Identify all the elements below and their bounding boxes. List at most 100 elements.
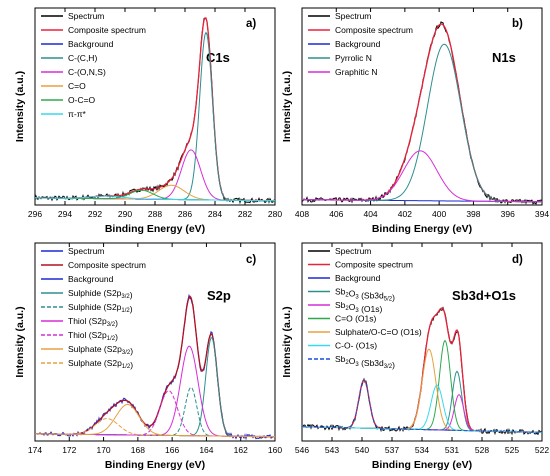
x-tick-label: 294 (58, 209, 72, 219)
legend-label-part: 3 (355, 295, 359, 301)
legend-label-part: 2 (345, 306, 349, 312)
x-tick-label: 170 (96, 445, 110, 455)
legend-label-part: ) (392, 293, 395, 303)
legend-label: Sb2O3 (Sb3d5/2) (335, 287, 395, 303)
legend-label: Pyrrolic N (335, 53, 372, 63)
legend-label: Background (335, 273, 381, 283)
legend-label-part: Pyrrolic N (335, 53, 372, 63)
x-tick-label: 543 (325, 445, 339, 455)
legend-label: Spectrum (335, 246, 371, 256)
legend-label-part: ) (115, 318, 118, 328)
legend-label-part: Spectrum (68, 246, 104, 256)
legend-label: Sb2O3 (O1s) (335, 300, 382, 314)
legend-label-part: Background (68, 39, 114, 49)
legend-label-part: Sulphate (S2p (68, 358, 122, 368)
panel-title: N1s (492, 50, 516, 65)
legend-label-part: ) (130, 290, 133, 300)
legend-label: Spectrum (335, 11, 371, 21)
panel-s2p: 174 172 170 168 166 164 162 160 Binding Energy (… (14, 242, 282, 471)
legend-label-part: ) (130, 360, 133, 370)
x-tick-label: 394 (535, 209, 549, 219)
legend-label: Graphitic N (335, 67, 378, 77)
x-tick-label: 288 (148, 209, 162, 219)
x-tick-label: 528 (475, 445, 489, 455)
legend-label-part: 3/2 (384, 364, 393, 370)
legend-label: Background (68, 39, 114, 49)
x-tick-label: 408 (295, 209, 309, 219)
x-axis-label: Binding Energy (eV) (105, 223, 205, 235)
x-tick-label: 282 (238, 209, 252, 219)
x-tick-label: 402 (398, 209, 412, 219)
legend-label: C-(O,N,S) (68, 67, 106, 77)
legend-label-part: ) (130, 304, 133, 314)
series-sulphide-s2p1-2 (34, 386, 276, 438)
legend-label-part: Thiol (S2p (68, 316, 107, 326)
legend-label-part: Spectrum (335, 11, 371, 21)
legend-label-part: O (349, 302, 356, 312)
series-graphitic-n (301, 150, 542, 203)
plot-frame (34, 242, 276, 442)
x-tick-label: 398 (466, 209, 480, 219)
panel-title: Sb3d+O1s (452, 288, 516, 303)
legend-label: Composite spectrum (335, 25, 413, 35)
legend-label-part: O (349, 289, 356, 299)
legend-label-part: 2 (345, 293, 349, 299)
legend-label-part: π-π* (68, 109, 87, 119)
legend-label-part: Sulphate/O-C=O (O1s) (335, 327, 422, 337)
plot-frame (301, 7, 543, 206)
legend: Spectrum Composite spectrum Background C-(C… (41, 11, 146, 119)
x-tick-label: 531 (445, 445, 459, 455)
legend-label-part: Sb (335, 300, 346, 310)
legend-label: O-C=O (68, 95, 96, 105)
legend: Spectrum Composite spectrum Background Pyrr… (308, 11, 413, 77)
series-sulphate-s2p1-2 (34, 418, 276, 438)
legend: Spectrum Composite spectrum Background Sulp… (41, 246, 146, 370)
x-tick-label: 162 (234, 445, 248, 455)
x-tick-label: 396 (501, 209, 515, 219)
legend-label-part: ) (130, 346, 133, 356)
panel-n1s: 408 406 404 402 400 398 396 394 Binding Energy (… (281, 7, 549, 235)
x-tick-label: 286 (178, 209, 192, 219)
x-tick-label: 280 (268, 209, 282, 219)
plot-frame (34, 7, 276, 206)
x-tick-label: 406 (329, 209, 343, 219)
x-tick-label: 172 (62, 445, 76, 455)
x-tick-label: 168 (131, 445, 145, 455)
x-tick-label: 400 (432, 209, 446, 219)
legend-label-part: 5/2 (384, 297, 393, 303)
legend-label-part: C-(C,H) (68, 53, 97, 63)
series-thiol-s2p1-2 (34, 390, 276, 438)
legend-label-part: 2 (345, 360, 349, 366)
x-tick-label: 522 (535, 445, 549, 455)
legend-label: Background (335, 39, 381, 49)
y-axis-label: Intensity (a.u.) (14, 71, 26, 142)
panel-letter: d) (512, 254, 523, 266)
legend-label-part: Sulphide (S2p (68, 302, 122, 312)
legend-label-part: (Sb3d (359, 291, 384, 301)
x-tick-label: 284 (208, 209, 222, 219)
legend-label: Spectrum (68, 246, 104, 256)
legend-label-part: Background (335, 39, 381, 49)
x-tick-label: 546 (295, 445, 309, 455)
legend-label-part: 3/2 (107, 322, 116, 328)
legend-label-part: Spectrum (335, 246, 371, 256)
legend-label: C=O (O1s) (335, 314, 376, 324)
legend-label-part: Sulphate (S2p (68, 344, 122, 354)
legend-label-part: Composite spectrum (335, 25, 413, 35)
x-axis-label: Binding Energy (eV) (372, 223, 472, 235)
y-axis-label: Intensity (a.u.) (14, 306, 26, 377)
legend-label: Sulphate/O-C=O (O1s) (335, 327, 422, 337)
legend-label-part: (Sb3d (359, 358, 384, 368)
legend-label: Spectrum (68, 11, 104, 21)
panel-letter: c) (246, 254, 256, 266)
panel-letter: a) (246, 18, 256, 30)
legend-label-part: 1/2 (107, 336, 116, 342)
legend-label: Sulphide (S2p3/2) (68, 288, 133, 300)
panel-c1s: 296 294 292 290 288 286 284 282 280 Binding Energ… (14, 7, 282, 235)
x-tick-label: 292 (88, 209, 102, 219)
legend-label-part: Composite spectrum (68, 260, 146, 270)
panel-title: S2p (207, 288, 231, 303)
x-axis-label: Binding Energy (eV) (372, 459, 472, 471)
